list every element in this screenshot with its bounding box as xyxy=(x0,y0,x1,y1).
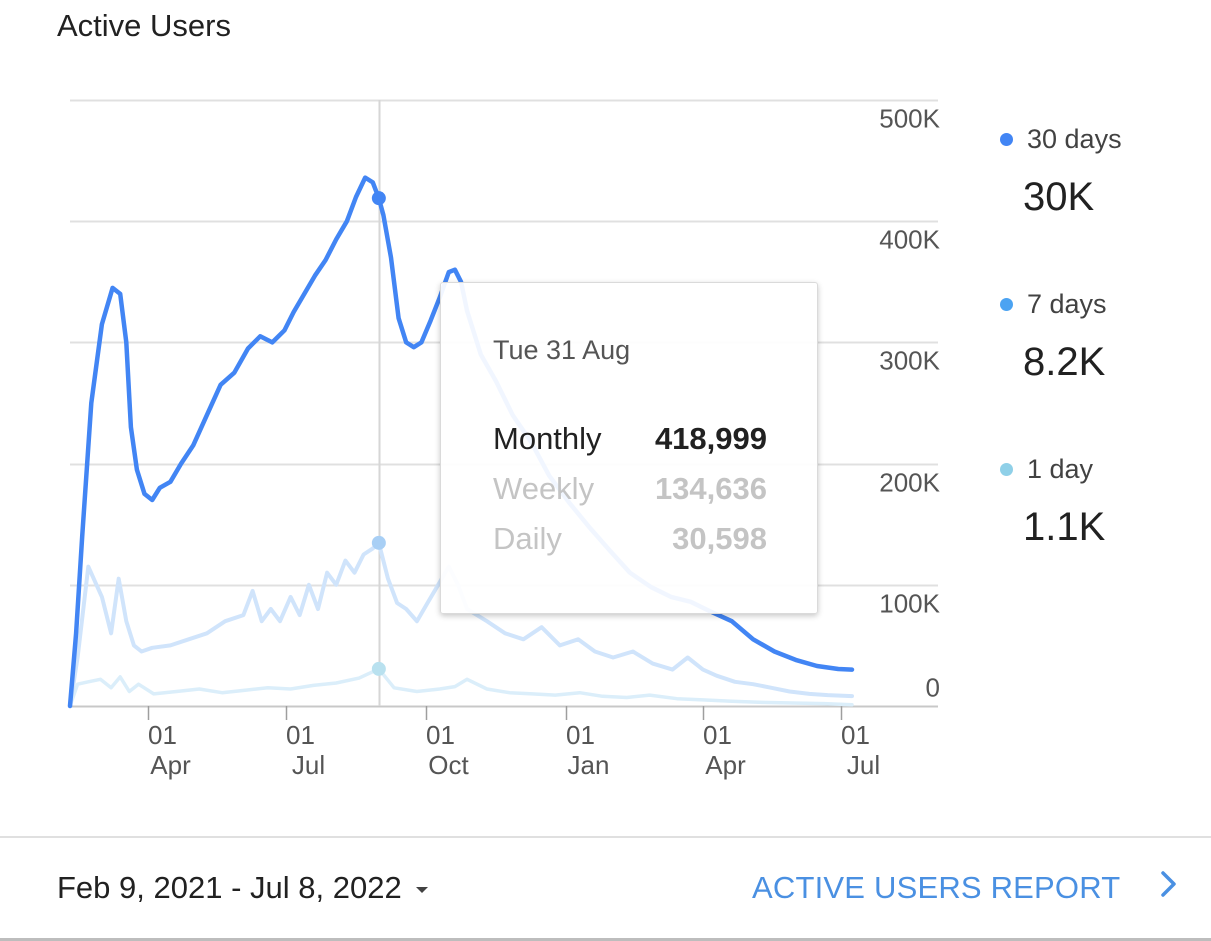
highlight-point xyxy=(371,535,386,550)
x-tick-month: Apr xyxy=(705,750,746,780)
highlight-point xyxy=(371,661,386,676)
series-line-7-days xyxy=(68,540,854,708)
legend-item-1-day[interactable]: 1 day 1.1K xyxy=(996,454,1206,550)
x-tick-day: 01 xyxy=(148,720,177,750)
hover-highlight xyxy=(371,191,386,676)
date-range-selector[interactable]: Feb 9, 2021 - Jul 8, 2022 xyxy=(57,870,428,906)
legend-dot-icon xyxy=(1000,133,1013,146)
legend-dot-icon xyxy=(1000,298,1013,311)
x-tick-day: 01 xyxy=(841,720,870,750)
legend-item-7-days[interactable]: 7 days 8.2K xyxy=(996,289,1206,385)
y-tick-label: 200K xyxy=(879,468,940,498)
tooltip-label: Monthly xyxy=(493,421,602,456)
y-axis-ticks: 0 100K 200K 300K 400K 500K xyxy=(879,104,940,703)
legend-dot-icon xyxy=(1000,463,1013,476)
x-tick-day: 01 xyxy=(566,720,595,750)
legend-label: 7 days xyxy=(1027,289,1107,319)
tooltip-row-monthly: Monthly 418,999 xyxy=(493,421,767,457)
y-tick-label: 100K xyxy=(879,589,940,619)
x-tick-month: Apr xyxy=(150,750,191,780)
tooltip-value: 134,636 xyxy=(654,471,767,506)
y-tick-label: 500K xyxy=(879,104,940,134)
x-tick-day: 01 xyxy=(426,720,455,750)
x-tick-month: Jul xyxy=(292,750,325,780)
legend-value: 8.2K xyxy=(1023,340,1106,384)
x-tick-month: Oct xyxy=(428,750,469,780)
y-tick-label: 0 xyxy=(926,673,940,703)
y-tick-label: 300K xyxy=(879,346,940,376)
tooltip-row-daily: Daily 30,598 xyxy=(493,521,767,557)
tooltip-value: 30,598 xyxy=(672,521,767,556)
series-line-1-day xyxy=(68,667,854,708)
hover-tooltip: Tue 31 Aug Monthly 418,999 Weekly 134,63… xyxy=(440,282,818,614)
x-tick-month: Jul xyxy=(847,750,880,780)
report-link-label: ACTIVE USERS REPORT xyxy=(752,870,1121,905)
x-tick-day: 01 xyxy=(703,720,732,750)
legend-label: 1 day xyxy=(1027,454,1094,484)
x-tick-month: Jan xyxy=(568,750,610,780)
tooltip-label: Daily xyxy=(493,521,562,556)
date-range-label: Feb 9, 2021 - Jul 8, 2022 xyxy=(57,870,402,905)
footer-divider xyxy=(0,836,1211,838)
highlight-point xyxy=(371,191,386,206)
y-tick-label: 400K xyxy=(879,225,940,255)
legend-item-30-days[interactable]: 30 days 30K xyxy=(996,124,1206,220)
bottom-border xyxy=(0,938,1211,941)
x-tick-day: 01 xyxy=(286,720,315,750)
chevron-right-icon xyxy=(1160,870,1178,906)
legend-value: 1.1K xyxy=(1023,505,1106,549)
tooltip-row-weekly: Weekly 134,636 xyxy=(493,471,767,507)
caret-down-icon xyxy=(415,887,428,893)
tooltip-value: 418,999 xyxy=(654,421,767,456)
tooltip-label: Weekly xyxy=(493,471,595,506)
active-users-report-link[interactable]: ACTIVE USERS REPORT xyxy=(752,870,1178,906)
legend-value: 30K xyxy=(1023,175,1095,219)
card-title: Active Users xyxy=(57,8,231,43)
tooltip-date: Tue 31 Aug xyxy=(493,335,631,365)
legend-label: 30 days xyxy=(1027,124,1122,154)
